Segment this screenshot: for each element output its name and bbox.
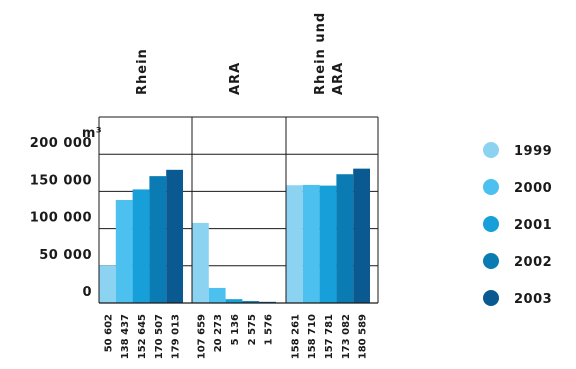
data-label: 152 645 [137,314,148,359]
bar-2002 [336,174,354,303]
legend-label-2003: 2003 [514,292,552,307]
legend-label-2002: 2002 [514,255,552,270]
legend-label-2000: 2000 [514,181,552,196]
bar-1999 [99,265,116,303]
bars [99,168,370,303]
data-label: 107 659 [196,314,207,359]
legend: 1999 2000 2001 2002 2003 [483,142,552,307]
bar-2002 [149,176,167,303]
data-label: 20 273 [213,314,224,352]
group-labels: Rhein ARA Rhein und ARA [135,12,346,95]
y-tick-label: 0 [82,285,92,300]
data-label: 173 082 [341,314,352,359]
bar-2001 [319,185,337,303]
plot-frame [98,116,379,304]
y-tick-label: 200 000 [30,136,92,151]
bar-2001 [225,299,243,303]
bar-2001 [132,189,150,303]
data-label: 180 589 [358,314,369,359]
legend-label-1999: 1999 [514,144,552,159]
legend-swatch-2001 [483,216,499,232]
group-label: Rhein und [313,12,328,95]
legend-swatch-2000 [483,179,499,195]
bar-1999 [286,185,303,303]
y-axis-ticks: 0 50 000 100 000 150 000 200 000 [30,136,92,300]
data-label: 1 576 [264,314,275,345]
y-tick-label: 100 000 [30,211,92,226]
y-tick-label: 50 000 [39,248,92,263]
y-unit-label: m³ [82,126,102,141]
group-label: ARA [331,62,346,95]
data-label: 170 507 [154,314,165,359]
data-labels: 50 602 138 437 152 645 170 507 179 013 107 65… [103,314,368,359]
data-label: 2 575 [247,314,258,345]
data-label: 157 781 [324,314,335,359]
bar-2003 [166,169,183,303]
data-label: 158 710 [307,314,318,359]
data-label: 5 136 [230,314,241,345]
bar-2003 [353,168,370,303]
data-label: 138 437 [120,314,131,359]
bar-2000 [302,184,320,303]
bar-2000 [208,287,226,303]
data-label: 179 013 [171,314,182,359]
bar-2002 [242,301,260,303]
legend-label-2001: 2001 [514,218,552,233]
group-label: ARA [228,62,243,95]
legend-swatch-2002 [483,253,499,269]
y-tick-label: 150 000 [30,173,92,188]
data-label: 158 261 [290,314,301,359]
group-label: Rhein [135,48,150,95]
data-label: 50 602 [103,314,114,352]
bar-1999 [192,222,209,303]
bar-2000 [115,200,133,303]
legend-swatch-1999 [483,142,499,158]
legend-swatch-2003 [483,290,499,306]
